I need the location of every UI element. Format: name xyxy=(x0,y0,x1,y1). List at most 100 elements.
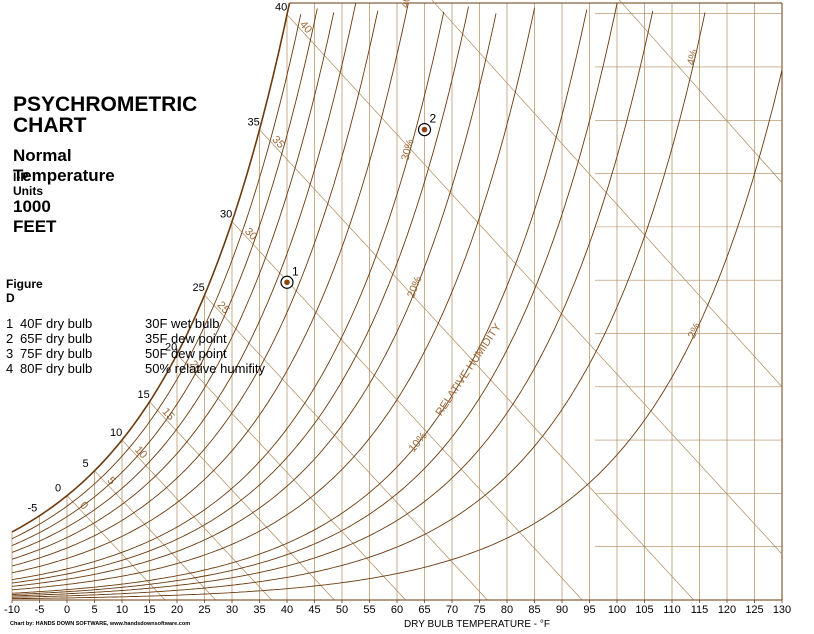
x-tick-label: 105 xyxy=(635,604,653,616)
rh-curve xyxy=(11,6,469,584)
chart-credit: Chart by: HANDS DOWN SOFTWARE, www.hands… xyxy=(10,621,191,627)
x-axis: -10 -5 0 5 10 15 20 25 30 35 40 45 50 55 60 65 70 75 80 85 9… xyxy=(4,599,791,630)
wet-bulb-lines: 05101520253035404550556065707580859085 W… xyxy=(66,0,783,601)
note-row: 3 75F dry bulb 50F dew point xyxy=(6,346,265,361)
x-tick-label: 30 xyxy=(226,604,238,616)
x-tick-label: 125 xyxy=(745,604,763,616)
x-tick-label: 25 xyxy=(198,604,210,616)
x-tick-label: 75 xyxy=(473,604,485,616)
state-point xyxy=(421,126,428,133)
rh-curve xyxy=(11,10,379,567)
saturation-label: 35 xyxy=(248,117,260,129)
chart-grid xyxy=(11,2,783,600)
rh-title: RELATIVE HUMIDITY xyxy=(433,321,504,418)
x-tick-label: 35 xyxy=(253,604,265,616)
x-tick-label: 110 xyxy=(663,604,681,616)
x-tick-label: 5 xyxy=(91,604,97,616)
x-tick-label: -5 xyxy=(35,604,45,616)
wet-bulb-line xyxy=(431,0,783,388)
note-number: 2 xyxy=(6,331,14,346)
rh-curve xyxy=(11,7,535,591)
x-tick-label: 45 xyxy=(308,604,320,616)
x-tick-label: -10 xyxy=(4,604,20,616)
wet-bulb-line xyxy=(259,129,694,601)
rh-label: 20% xyxy=(405,275,425,300)
rh-curve xyxy=(11,8,318,546)
rh-curve xyxy=(12,69,783,600)
note-condition: 35F dew point xyxy=(145,331,227,346)
wet-bulb-label: 25 xyxy=(215,299,232,316)
saturation-line xyxy=(11,2,291,533)
point-notes: 1 40F dry bulb 30F wet bulb 2 65F dry bulb 3… xyxy=(6,316,265,376)
rh-curve xyxy=(11,2,357,560)
note-row: 4 80F dry bulb 50% relative humifity xyxy=(6,361,265,376)
note-row: 2 65F dry bulb 35F dew point xyxy=(6,331,265,346)
rh-curve xyxy=(11,12,706,598)
wet-bulb-line xyxy=(149,401,335,601)
note-number: 1 xyxy=(6,316,14,331)
note-dry-bulb: 40F dry bulb xyxy=(20,316,93,331)
x-tick-label: 90 xyxy=(556,604,568,616)
state-point xyxy=(284,279,290,286)
x-tick-label: 85 xyxy=(528,604,540,616)
x-tick-label: 120 xyxy=(718,604,736,616)
wet-bulb-label: 35 xyxy=(269,134,286,151)
state-point-label: 2 xyxy=(430,112,437,126)
rh-label: 4% xyxy=(685,48,700,66)
wet-bulb-line xyxy=(204,294,488,601)
saturation-label: 5 xyxy=(83,458,89,470)
x-tick-label: 15 xyxy=(143,604,155,616)
chart-subtitle: Normal Temperature xyxy=(13,146,115,185)
x-tick-label: 40 xyxy=(281,604,293,616)
saturation-label: 40 xyxy=(275,2,287,14)
note-row: 1 40F dry bulb 30F wet bulb xyxy=(6,316,265,331)
saturation-label: 0 xyxy=(55,483,61,495)
note-condition: 30F wet bulb xyxy=(145,316,220,331)
note-dry-bulb: 80F dry bulb xyxy=(20,361,93,376)
saturation-label: -5 xyxy=(28,503,38,515)
x-tick-label: 10 xyxy=(116,604,128,616)
wet-bulb-line xyxy=(286,14,783,555)
wet-bulb-line xyxy=(618,0,783,184)
rh-label: 2% xyxy=(686,321,704,341)
wet-bulb-line xyxy=(176,354,406,601)
x-axis-title: DRY BULB TEMPERATURE - °F xyxy=(404,619,550,630)
rh-curve xyxy=(11,9,588,594)
x-tick-label: 55 xyxy=(363,604,375,616)
saturation-label: 20 xyxy=(165,341,177,353)
altitude-label: 1000 FEET xyxy=(13,197,57,236)
rh-label: 40% xyxy=(399,0,415,9)
rh-curve xyxy=(11,10,654,597)
x-tick-label: 65 xyxy=(418,604,430,616)
note-condition: 50F dew point xyxy=(145,346,227,361)
rh-curve xyxy=(11,11,445,581)
units-label: I-P Units xyxy=(13,170,43,198)
x-tick-label: 70 xyxy=(446,604,458,616)
x-tick-label: 95 xyxy=(583,604,595,616)
rh-label: 30% xyxy=(399,138,417,163)
x-tick-label: 100 xyxy=(608,604,626,616)
saturation-label: 15 xyxy=(138,389,150,401)
rh-curve xyxy=(11,4,409,574)
note-dry-bulb: 65F dry bulb xyxy=(20,331,93,346)
state-points: 1234 xyxy=(280,112,437,289)
note-dry-bulb: 75F dry bulb xyxy=(20,346,93,361)
state-point-label: 1 xyxy=(292,264,299,278)
x-tick-label: 80 xyxy=(501,604,513,616)
rh-curve xyxy=(11,3,618,596)
wet-bulb-line xyxy=(94,470,216,601)
note-condition: 50% relative humifity xyxy=(145,361,265,376)
x-tick-label: 60 xyxy=(391,604,403,616)
x-tick-label: 130 xyxy=(773,604,791,616)
figure-label: Figure D xyxy=(6,277,43,305)
x-tick-label: 0 xyxy=(64,604,70,616)
saturation-curve xyxy=(11,2,291,533)
rh-curve xyxy=(11,13,497,587)
note-number: 4 xyxy=(6,361,14,376)
wet-bulb-line xyxy=(66,495,166,601)
chart-title: PSYCHROMETRIC CHART xyxy=(13,93,198,137)
saturation-label: 30 xyxy=(220,209,232,221)
note-number: 3 xyxy=(6,346,14,361)
saturation-label: 25 xyxy=(193,282,205,294)
